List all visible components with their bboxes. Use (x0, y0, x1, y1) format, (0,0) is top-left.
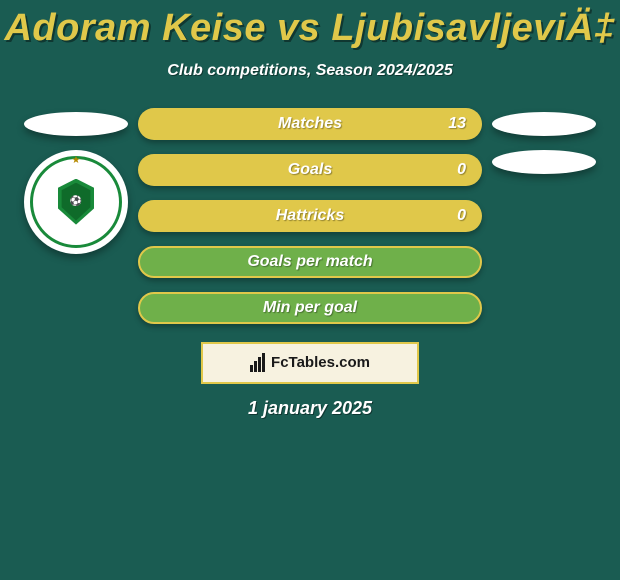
star-icon: ★ (72, 155, 81, 166)
stats-bars: Matches 13 Goals 0 Hattricks 0 Goals per… (138, 108, 482, 324)
right-player-extra-pill (492, 150, 596, 174)
content-row: ★ ⚽ Matches 13 Goals 0 Hattricks 0 (0, 108, 620, 324)
brand-box: FcTables.com (201, 342, 419, 384)
stat-value: 0 (457, 207, 466, 225)
subtitle: Club competitions, Season 2024/2025 (167, 62, 452, 80)
stat-label: Hattricks (276, 207, 344, 225)
stat-bar-goals: Goals 0 (138, 154, 482, 186)
stat-bar-goals-per-match: Goals per match (138, 246, 482, 278)
stat-label: Goals (288, 161, 332, 179)
left-column: ★ ⚽ (24, 108, 128, 254)
right-player-name-pill (492, 112, 596, 136)
stat-label: Goals per match (247, 253, 372, 271)
brand-text: FcTables.com (271, 354, 370, 371)
date-text: 1 january 2025 (248, 398, 372, 419)
comparison-card: Adoram Keise vs LjubisavljeviÄ‡ Club com… (0, 0, 620, 419)
club-badge-icon: ★ ⚽ (30, 156, 122, 248)
stat-bar-matches: Matches 13 (138, 108, 482, 140)
stat-value: 0 (457, 161, 466, 179)
right-column (492, 108, 596, 174)
page-title: Adoram Keise vs LjubisavljeviÄ‡ (4, 6, 615, 52)
stat-label: Matches (278, 115, 342, 133)
bar-chart-icon (250, 353, 265, 372)
shield-icon: ⚽ (56, 179, 96, 225)
left-team-logo: ★ ⚽ (24, 150, 128, 254)
stat-label: Min per goal (263, 299, 357, 317)
stat-bar-hattricks: Hattricks 0 (138, 200, 482, 232)
stat-bar-min-per-goal: Min per goal (138, 292, 482, 324)
stat-value: 13 (448, 115, 466, 133)
left-player-name-pill (24, 112, 128, 136)
